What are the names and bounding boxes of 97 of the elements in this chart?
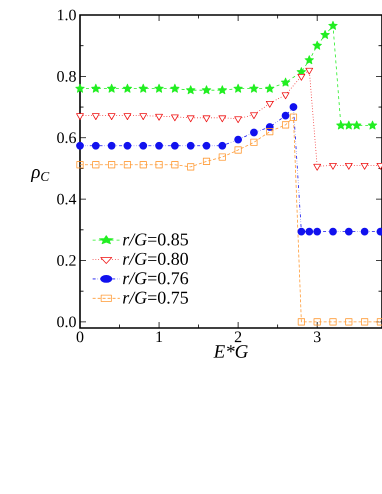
point — [139, 142, 148, 150]
point — [218, 115, 226, 122]
y-axis-title: ρ$_{C}$ — [30, 169, 50, 182]
point — [361, 318, 368, 326]
point — [250, 128, 258, 136]
point — [170, 142, 179, 150]
point — [266, 128, 274, 136]
point — [234, 146, 242, 154]
point — [218, 153, 226, 161]
point — [124, 142, 132, 150]
y-tick-label: 1.0 — [58, 10, 76, 20]
point — [154, 84, 164, 93]
point — [282, 112, 290, 120]
point — [234, 116, 242, 124]
legend-label: r/G=0.75 — [122, 292, 188, 304]
point — [290, 114, 298, 121]
legend-label: r/G=0.85 — [122, 233, 188, 246]
point — [313, 164, 322, 171]
point — [202, 85, 212, 94]
point — [155, 114, 163, 121]
x-tick-label: 2 — [234, 332, 242, 342]
point — [218, 85, 227, 94]
point — [305, 68, 314, 75]
point — [124, 113, 132, 120]
point — [266, 100, 274, 108]
point — [368, 120, 378, 130]
point — [140, 161, 147, 168]
point — [360, 162, 368, 170]
point — [186, 115, 195, 122]
point — [282, 121, 290, 128]
y-tick-label: 0.0 — [57, 316, 76, 328]
point — [202, 115, 210, 122]
point — [298, 318, 305, 326]
x-tick-label: 1 — [156, 332, 162, 342]
point — [155, 142, 163, 150]
point — [249, 84, 259, 93]
legend-label: r/G=0.76 — [122, 272, 188, 284]
point — [282, 92, 290, 100]
point — [344, 228, 353, 236]
point — [186, 142, 195, 150]
point — [297, 228, 306, 236]
point — [312, 40, 322, 50]
point — [329, 162, 337, 170]
point — [108, 161, 116, 168]
point — [329, 228, 337, 236]
point — [202, 158, 210, 165]
point — [76, 142, 84, 150]
point — [76, 161, 84, 168]
point — [345, 318, 352, 326]
point — [234, 136, 242, 144]
point — [108, 142, 116, 150]
point — [92, 161, 100, 168]
x-axis-title: E*G — [213, 345, 248, 358]
point — [92, 113, 100, 120]
point — [186, 85, 196, 94]
legend-label: r/G=0.80 — [122, 252, 188, 265]
point — [352, 120, 362, 130]
point — [360, 228, 368, 236]
point — [344, 120, 354, 130]
point — [171, 114, 179, 122]
y-tick-label: 0.6 — [57, 132, 76, 144]
point — [304, 55, 314, 64]
y-tick-label: 0.2 — [57, 255, 76, 266]
point — [313, 228, 322, 236]
point — [233, 84, 243, 93]
point — [265, 84, 274, 93]
point — [290, 103, 298, 111]
point — [202, 142, 210, 150]
point — [187, 163, 194, 170]
point — [139, 113, 148, 120]
point — [138, 84, 148, 93]
point — [75, 84, 85, 93]
point — [218, 142, 226, 150]
point — [250, 112, 258, 120]
point — [91, 84, 100, 93]
x-tick-label: 0 — [76, 332, 84, 342]
point — [329, 318, 337, 326]
point — [344, 162, 353, 170]
point — [155, 161, 163, 168]
y-tick-label: 0.8 — [57, 70, 76, 82]
point — [320, 30, 330, 39]
point — [170, 84, 180, 93]
point — [92, 142, 100, 150]
point — [314, 318, 321, 326]
point — [171, 161, 178, 168]
y-tick-label: 0.4 — [57, 194, 76, 205]
point — [328, 20, 338, 30]
x-tick-label: 3 — [314, 332, 321, 342]
point — [106, 84, 116, 93]
point — [108, 113, 116, 120]
point — [298, 74, 306, 81]
point — [305, 228, 314, 236]
point — [124, 161, 132, 168]
point — [250, 138, 258, 146]
point — [280, 78, 290, 87]
point — [336, 120, 346, 130]
point — [122, 84, 132, 93]
